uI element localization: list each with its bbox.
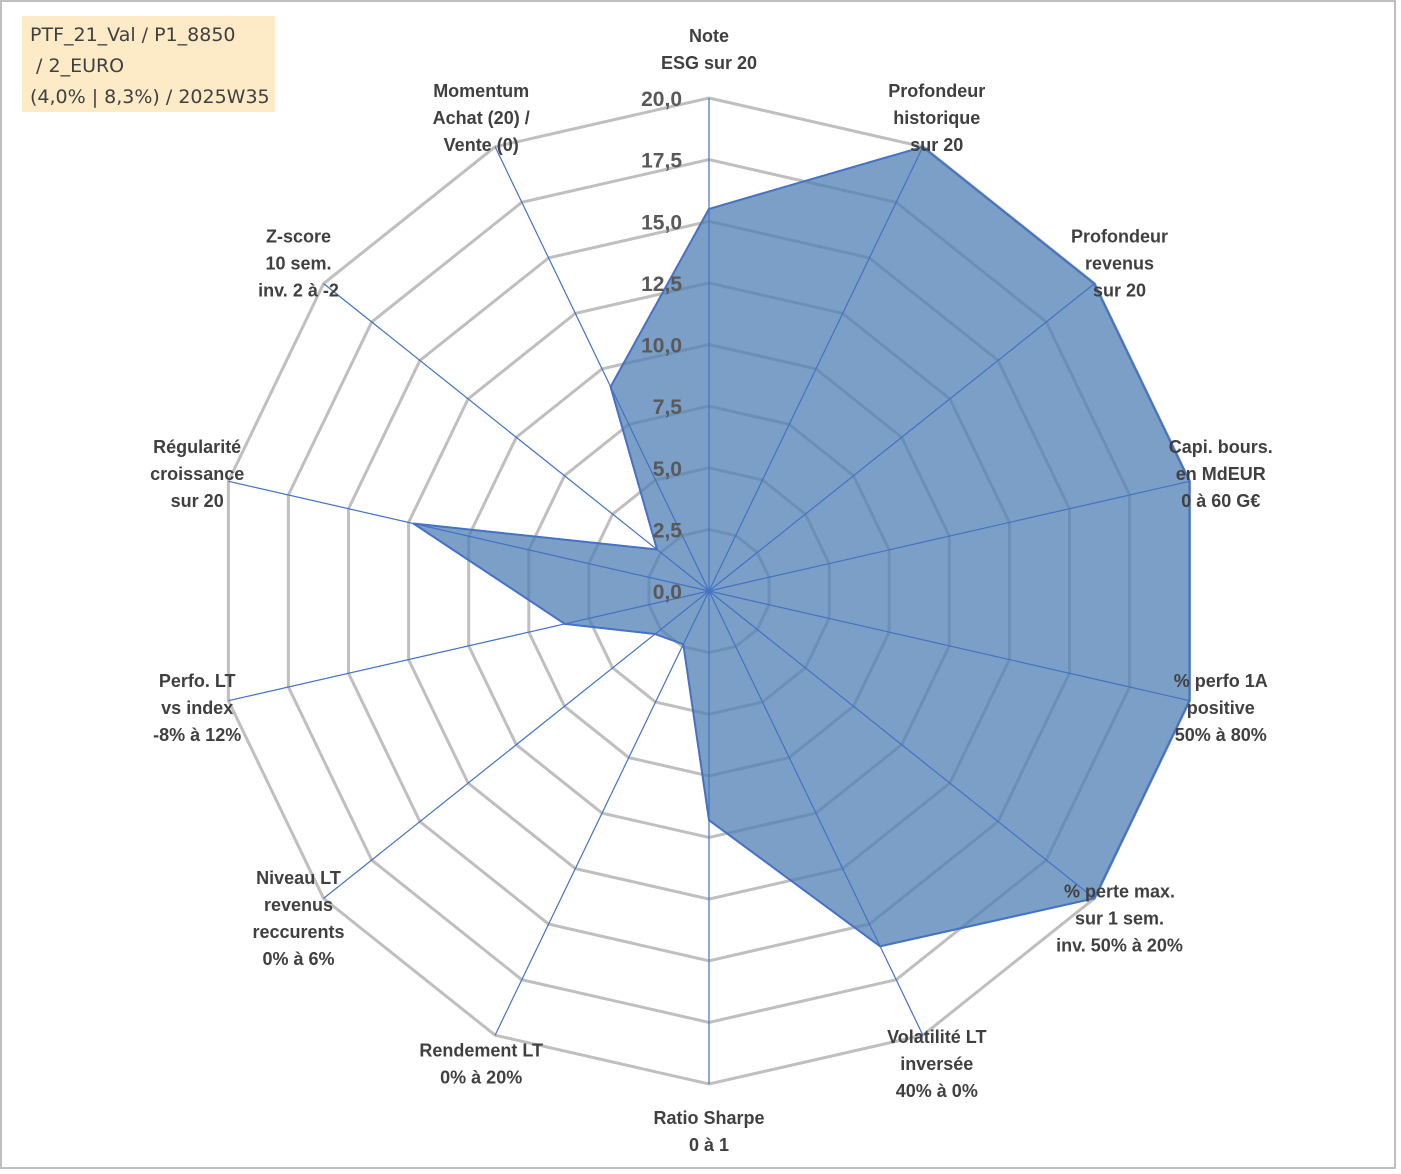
axis-label-line: sur 1 sem. xyxy=(1075,908,1164,928)
axis-label-line: inversée xyxy=(900,1054,973,1074)
axis-label-line: 0 à 60 G€ xyxy=(1181,491,1260,511)
spoke-12 xyxy=(323,283,710,592)
axis-label-13: Momentum Achat (20) / Vente (0) xyxy=(433,81,530,155)
axis-label-line: Rendement LT xyxy=(419,1041,543,1061)
spoke-2 xyxy=(708,283,1095,592)
axis-label-line: Niveau LT xyxy=(256,868,341,888)
radar-axis-labels: Note ESG sur 20 Profondeur historique sur 20… xyxy=(150,26,1273,1155)
axis-label-line: Momentum xyxy=(433,81,529,101)
tick-label-5: 12,5 xyxy=(641,273,682,296)
axis-label-2: Profondeur revenus sur 20 xyxy=(1071,227,1168,301)
title-line-2: / 2_EURO xyxy=(30,55,125,77)
axis-label-8: Rendement LT 0% à 20% xyxy=(419,1041,543,1088)
tick-label-1: 2,5 xyxy=(653,519,683,542)
axis-label-line: 50% à 80% xyxy=(1175,725,1267,745)
axis-label-11: Régularité croissance sur 20 xyxy=(150,437,244,511)
axis-label-12: Z-score 10 sem. inv. 2 à -2 xyxy=(258,227,339,301)
axis-label-line: en MdEUR xyxy=(1176,464,1266,484)
spoke-11 xyxy=(228,480,710,592)
axis-label-line: Note xyxy=(689,26,729,46)
spoke-13 xyxy=(494,146,710,592)
axis-label-line: Profondeur xyxy=(1071,227,1168,247)
axis-label-line: revenus xyxy=(264,895,333,915)
tick-label-0: 0,0 xyxy=(653,581,682,604)
spoke-1 xyxy=(708,146,924,592)
spoke-8 xyxy=(494,590,710,1036)
axis-label-line: sur 20 xyxy=(910,135,963,155)
axis-label-line: Perfo. LT xyxy=(159,671,236,691)
spoke-3 xyxy=(708,480,1190,592)
axis-label-line: ESG sur 20 xyxy=(661,53,757,73)
tick-label-8: 20,0 xyxy=(641,88,682,111)
axis-label-line: sur 20 xyxy=(1093,281,1146,301)
chart-title-box: PTF_21_Val / P1_8850 / 2_EURO (4,0% | 8,… xyxy=(22,16,275,112)
axis-label-line: inv. 2 à -2 xyxy=(258,281,339,301)
tick-label-7: 17,5 xyxy=(641,150,682,173)
axis-label-line: Capi. bours. xyxy=(1169,437,1273,457)
axis-label-line: 0% à 20% xyxy=(440,1068,522,1088)
spoke-5 xyxy=(708,590,1095,899)
axis-label-line: 40% à 0% xyxy=(896,1081,978,1101)
axis-label-line: revenus xyxy=(1085,254,1154,274)
tick-label-6: 15,0 xyxy=(641,211,682,234)
radar-tick-labels: 0,0 2,5 5,0 7,5 10,0 12,5 15,0 17,5 20,0 xyxy=(641,88,682,604)
spoke-6 xyxy=(708,590,924,1036)
axis-label-line: inv. 50% à 20% xyxy=(1056,935,1183,955)
axis-label-9: Niveau LT revenus reccurents 0% à 6% xyxy=(252,868,344,969)
axis-label-0: Note ESG sur 20 xyxy=(661,26,757,73)
tick-label-4: 10,0 xyxy=(641,335,682,358)
title-line-3: (4,0% | 8,3%) / 2025W35 xyxy=(30,86,270,108)
axis-label-line: vs index xyxy=(161,698,233,718)
axis-label-line: -8% à 12% xyxy=(153,725,241,745)
tick-label-3: 7,5 xyxy=(653,396,683,419)
axis-label-line: Profondeur xyxy=(888,81,985,101)
radar-series-area xyxy=(412,145,1191,948)
axis-label-line: 0 à 1 xyxy=(689,1135,729,1155)
axis-label-3: Capi. bours. en MdEUR 0 à 60 G€ xyxy=(1169,437,1273,511)
series-polygon xyxy=(412,145,1191,948)
axis-label-line: Z-score xyxy=(266,227,331,247)
axis-label-line: reccurents xyxy=(252,922,344,942)
tick-label-2: 5,0 xyxy=(653,458,682,481)
axis-label-line: % perte max. xyxy=(1064,881,1175,901)
axis-label-6: Volatilité LT inversée 40% à 0% xyxy=(887,1027,986,1101)
axis-label-line: historique xyxy=(893,108,980,128)
axis-label-line: Ratio Sharpe xyxy=(653,1108,764,1128)
axis-label-line: positive xyxy=(1187,698,1255,718)
axis-label-line: Vente (0) xyxy=(444,135,519,155)
axis-label-1: Profondeur historique sur 20 xyxy=(888,81,985,155)
spoke-9 xyxy=(323,590,710,899)
axis-label-line: Régularité xyxy=(153,437,241,457)
title-line-1: PTF_21_Val / P1_8850 xyxy=(30,24,236,46)
axis-label-line: sur 20 xyxy=(171,491,224,511)
spoke-10 xyxy=(228,590,710,702)
axis-label-7: Ratio Sharpe 0 à 1 xyxy=(653,1108,764,1155)
axis-label-line: 10 sem. xyxy=(265,254,331,274)
axis-label-5: % perte max. sur 1 sem. inv. 50% à 20% xyxy=(1056,881,1183,955)
spoke-4 xyxy=(708,590,1190,702)
axis-label-line: Achat (20) / xyxy=(433,108,530,128)
axis-label-line: % perfo 1A xyxy=(1174,671,1268,691)
axis-label-10: Perfo. LT vs index -8% à 12% xyxy=(153,671,241,745)
axis-label-line: 0% à 6% xyxy=(262,949,334,969)
radar-spokes xyxy=(228,98,1190,1084)
axis-label-line: croissance xyxy=(150,464,244,484)
axis-label-4: % perfo 1A positive 50% à 80% xyxy=(1174,671,1268,745)
axis-label-line: Volatilité LT xyxy=(887,1027,986,1047)
